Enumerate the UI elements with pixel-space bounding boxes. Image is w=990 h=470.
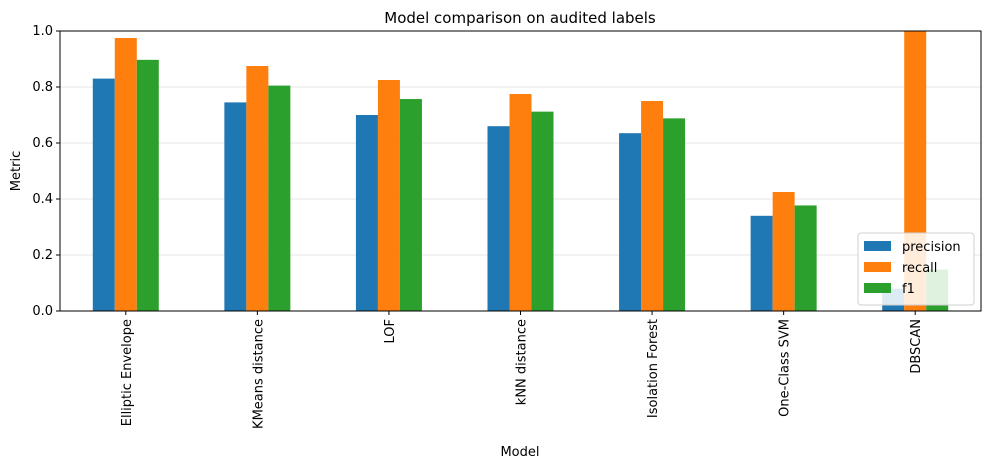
chart-title: Model comparison on audited labels <box>384 9 656 27</box>
y-axis-label: Metric <box>9 151 24 191</box>
legend-label-recall: recall <box>902 261 937 276</box>
legend-swatch-f1 <box>864 283 891 293</box>
y-tick-label: 0.4 <box>32 192 53 207</box>
bar-recall <box>509 94 532 311</box>
x-axis-ticks: Elliptic Envelope KMeans distance LOF kNN d… <box>120 311 924 429</box>
bar-precision <box>750 215 773 311</box>
legend-swatch-precision <box>864 241 891 251</box>
x-tick-label: kNN distance <box>515 319 530 405</box>
bar-f1 <box>268 85 291 311</box>
y-tick-label: 0.2 <box>32 248 53 263</box>
bar-f1 <box>136 59 159 312</box>
bar-precision <box>224 102 247 312</box>
x-tick-label: KMeans distance <box>251 319 266 429</box>
x-tick-label: DBSCAN <box>909 319 924 374</box>
bar-precision <box>487 126 510 311</box>
legend-label-f1: f1 <box>902 282 915 297</box>
bar-f1 <box>531 111 554 311</box>
bar-f1 <box>663 118 686 311</box>
x-tick-label: Elliptic Envelope <box>120 319 135 426</box>
bar-recall <box>114 38 137 311</box>
legend-swatch-recall <box>864 262 891 272</box>
y-tick-label: 0.8 <box>32 80 53 95</box>
y-tick-label: 1.0 <box>32 24 53 39</box>
y-tick-label: 0.0 <box>32 304 53 319</box>
bar-precision <box>355 115 378 311</box>
bar-recall <box>772 192 795 311</box>
x-tick-label: LOF <box>383 319 398 344</box>
x-axis-label: Model <box>500 445 539 460</box>
legend: precision recall f1 <box>857 232 975 306</box>
legend-label-precision: precision <box>902 240 961 255</box>
bars <box>92 31 949 312</box>
bar-f1 <box>399 99 422 311</box>
bar-recall <box>641 101 664 311</box>
bar-recall <box>246 66 269 311</box>
bar-f1 <box>794 205 817 311</box>
y-tick-label: 0.6 <box>32 136 53 151</box>
x-tick-label: One-Class SVM <box>778 319 793 417</box>
x-tick-label: Isolation Forest <box>646 319 661 418</box>
bar-recall <box>377 80 400 311</box>
bar-precision <box>619 133 642 311</box>
bar-precision <box>92 78 115 311</box>
y-axis-ticks: 0.0 0.2 0.4 0.6 0.8 1.0 <box>32 24 60 319</box>
